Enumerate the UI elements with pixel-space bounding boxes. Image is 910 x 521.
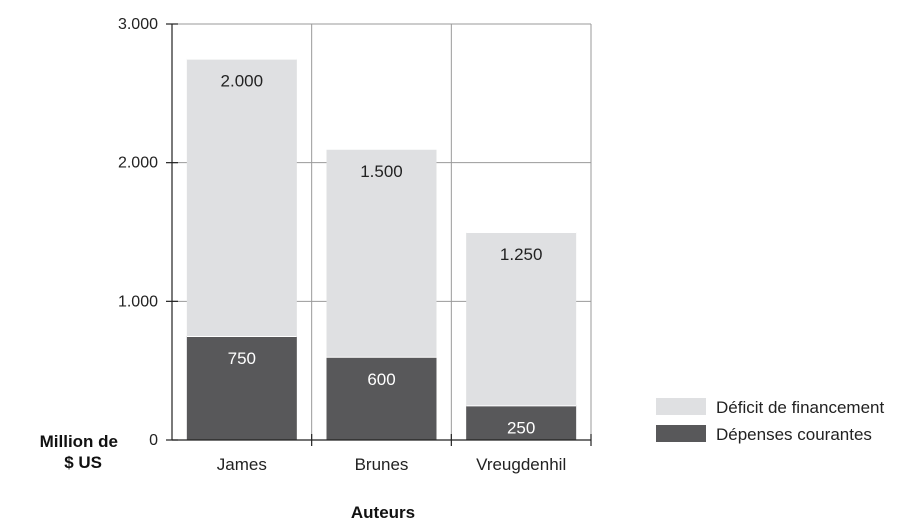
bar-data-label: 1.500 bbox=[360, 162, 403, 181]
bar-data-label: 2.000 bbox=[221, 72, 264, 91]
x-tick-label: Brunes bbox=[355, 455, 409, 474]
y-tick-label: 2.000 bbox=[118, 155, 158, 172]
legend: Déficit de financement Dépenses courante… bbox=[656, 398, 884, 444]
x-tick-label: Vreugdenhil bbox=[476, 455, 566, 474]
bar-data-label: 750 bbox=[228, 349, 256, 368]
legend-swatch-deficit bbox=[656, 398, 706, 415]
bar-segment bbox=[466, 232, 577, 406]
axes bbox=[166, 23, 592, 446]
y-tick-label: 3.000 bbox=[118, 16, 158, 33]
legend-label-depenses: Dépenses courantes bbox=[716, 425, 872, 444]
bar-segment bbox=[186, 336, 297, 440]
bar-segment bbox=[326, 356, 437, 440]
bars bbox=[186, 57, 577, 440]
bar-data-label: 600 bbox=[367, 370, 395, 389]
y-axis-title-line-2: $ US bbox=[64, 453, 102, 472]
bar-segment bbox=[326, 148, 437, 357]
legend-label-deficit: Déficit de financement bbox=[716, 398, 884, 417]
x-axis-title: Auteurs bbox=[351, 503, 415, 521]
bar-data-label: 250 bbox=[507, 418, 535, 437]
bar-data-label: 1.250 bbox=[500, 245, 543, 264]
legend-swatch-depenses bbox=[656, 425, 706, 442]
x-tick-label: James bbox=[217, 455, 267, 474]
y-tick-label: 0 bbox=[149, 432, 158, 449]
labels: 750 2.000 James 600 1.500 Brunes 250 1.250 Vreug… bbox=[118, 16, 566, 474]
bar-segment bbox=[186, 58, 297, 337]
y-tick-label: 1.000 bbox=[118, 293, 158, 310]
y-axis-title-line-1: Million de bbox=[40, 432, 118, 451]
bar-segment bbox=[466, 405, 577, 440]
